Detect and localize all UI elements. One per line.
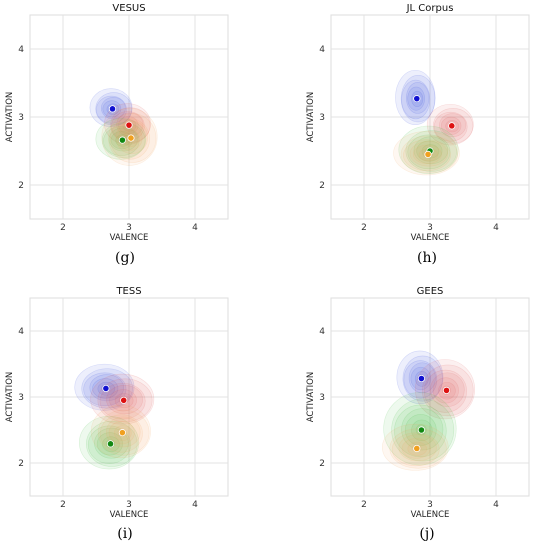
center-point-red xyxy=(120,396,128,404)
x-tick-label: 2 xyxy=(361,223,367,233)
x-tick-label: 2 xyxy=(60,223,66,233)
density-orange xyxy=(101,108,158,166)
center-point-blue xyxy=(413,95,421,103)
x-tick-label: 3 xyxy=(427,500,433,510)
x-axis-label: VALENCE xyxy=(110,233,149,243)
panel-caption: (g) xyxy=(115,250,135,266)
center-point-red xyxy=(448,122,456,130)
x-tick-label: 3 xyxy=(126,223,132,233)
panel-tess: 2 3 4 2 3 4 VALENCE ACTIVATION TESS (i) xyxy=(5,286,229,542)
x-tick-label: 4 xyxy=(192,500,198,510)
y-tick-label: 3 xyxy=(18,393,24,403)
center-point-orange xyxy=(127,134,135,142)
panel-caption: (h) xyxy=(417,250,437,266)
x-tick-label: 2 xyxy=(361,500,367,510)
y-tick-label: 3 xyxy=(319,393,325,403)
center-point-blue xyxy=(108,105,117,113)
panel-title: JL Corpus xyxy=(406,3,454,14)
x-tick-label: 3 xyxy=(126,500,132,510)
panel-title: TESS xyxy=(115,286,141,297)
x-tick-label: 4 xyxy=(192,223,198,233)
y-axis-label: ACTIVATION xyxy=(5,372,15,422)
x-tick-label: 4 xyxy=(493,500,499,510)
center-point-green xyxy=(118,136,127,144)
panel-jl-corpus: 2 3 4 2 3 4 VALENCE ACTIVATION JL Corpus (h) xyxy=(306,3,530,266)
panel-title: GEES xyxy=(417,286,444,297)
panel-caption: (i) xyxy=(117,526,132,542)
y-axis-label: ACTIVATION xyxy=(306,92,316,142)
y-tick-label: 2 xyxy=(18,181,24,191)
center-point-blue xyxy=(102,384,110,393)
y-tick-label: 3 xyxy=(319,113,325,123)
y-axis-label: ACTIVATION xyxy=(5,92,15,142)
center-point-orange xyxy=(424,150,432,158)
x-axis-label: VALENCE xyxy=(411,233,450,243)
y-tick-label: 2 xyxy=(319,181,325,191)
panel-caption: (j) xyxy=(419,526,434,542)
y-tick-label: 3 xyxy=(18,113,24,123)
panel-gees: 2 3 4 2 3 4 VALENCE ACTIVATION GEES (j) xyxy=(306,286,530,542)
center-point-orange xyxy=(413,444,421,453)
panel-vesus: 2 3 4 2 3 4 VALENCE ACTIVATION VESUS (g) xyxy=(5,3,229,266)
x-axis-label: VALENCE xyxy=(411,510,450,520)
y-axis-label: ACTIVATION xyxy=(306,372,316,422)
x-tick-label: 2 xyxy=(60,500,66,510)
center-point-orange xyxy=(118,429,127,437)
center-point-green xyxy=(417,426,426,434)
center-point-red xyxy=(125,121,133,129)
y-tick-label: 4 xyxy=(319,45,325,55)
x-tick-label: 4 xyxy=(493,223,499,233)
density-red xyxy=(104,103,151,145)
center-point-green xyxy=(106,440,115,448)
center-point-blue xyxy=(417,374,426,383)
y-tick-label: 4 xyxy=(18,327,24,337)
y-tick-label: 4 xyxy=(18,45,24,55)
y-tick-label: 4 xyxy=(319,327,325,337)
y-tick-label: 2 xyxy=(319,459,325,469)
x-tick-label: 3 xyxy=(427,223,433,233)
panel-title: VESUS xyxy=(112,3,145,14)
center-point-red xyxy=(442,386,451,394)
y-tick-label: 2 xyxy=(18,459,24,469)
x-axis-label: VALENCE xyxy=(110,510,149,520)
density-green xyxy=(383,392,457,466)
